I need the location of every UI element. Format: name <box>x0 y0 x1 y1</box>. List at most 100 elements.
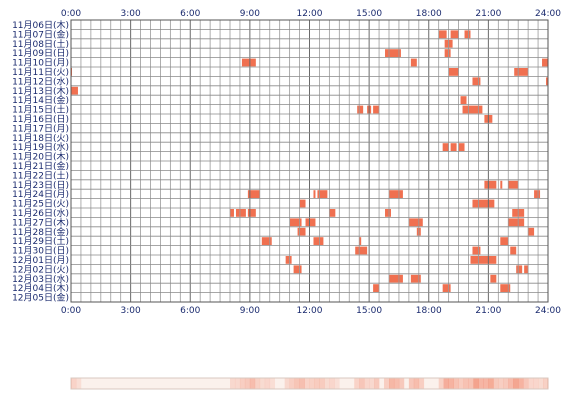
row-label: 11月17日(月) <box>12 123 69 134</box>
activity-bar <box>514 68 529 76</box>
density-cell <box>538 378 544 389</box>
density-cell <box>488 378 494 389</box>
density-cell <box>448 378 454 389</box>
x-tick-label-top: 21:00 <box>475 9 501 19</box>
activity-bar <box>462 105 483 114</box>
density-strip <box>70 377 549 390</box>
activity-bar <box>442 284 451 292</box>
x-tick-label-top: 0:00 <box>61 9 81 19</box>
activity-bar <box>289 218 302 227</box>
density-cell <box>413 378 420 389</box>
density-cell <box>329 378 335 389</box>
activity-bar <box>534 190 541 198</box>
row-label: 11月12日(水) <box>12 75 69 87</box>
row-label: 11月27日(木) <box>12 216 69 228</box>
activity-bar <box>438 30 447 39</box>
x-tick-label-top: 12:00 <box>297 9 323 19</box>
activity-bar <box>458 143 465 151</box>
x-tick-label-bottom: 9:00 <box>240 306 260 316</box>
density-cell <box>543 378 549 389</box>
row-label: 11月21日(金) <box>12 160 69 172</box>
row-label: 11月28日(金) <box>12 226 69 238</box>
activity-bar <box>293 265 302 274</box>
density-cell <box>458 378 464 389</box>
density-cell <box>234 378 241 389</box>
density-cell <box>453 378 459 389</box>
activity-bar <box>313 190 316 198</box>
density-cell <box>369 378 375 389</box>
density-strip-frame <box>70 377 549 390</box>
x-tick-label-bottom: 15:00 <box>356 306 382 316</box>
density-cell <box>493 378 499 389</box>
row-label: 11月08日(土) <box>12 38 69 50</box>
activity-bar <box>317 190 328 198</box>
activity-bar <box>460 96 467 104</box>
activity-bar <box>247 209 256 217</box>
activity-bar <box>285 256 292 264</box>
activity-bar <box>448 68 459 76</box>
activity-bar <box>450 30 459 39</box>
activity-bar <box>305 218 316 227</box>
x-tick-label-bottom: 24:00 <box>535 306 561 316</box>
activity-bar <box>299 199 306 208</box>
activity-bar <box>472 77 481 86</box>
activity-bar <box>490 274 497 283</box>
density-cell <box>304 378 310 389</box>
activity-bar <box>389 190 403 198</box>
row-label: 11月19日(水) <box>12 141 69 153</box>
density-cell <box>244 378 251 389</box>
density-cell <box>384 378 390 389</box>
row-label: 11月07日(金) <box>12 28 69 40</box>
activity-bar <box>450 143 457 151</box>
row-label: 11月14日(金) <box>12 94 69 106</box>
activity-bar <box>508 218 525 227</box>
density-cell <box>284 378 290 389</box>
x-tick-label-bottom: 18:00 <box>416 306 442 316</box>
activity-bar <box>385 49 401 57</box>
density-cell <box>463 378 469 389</box>
density-cell <box>75 378 82 389</box>
density-cell <box>418 378 425 389</box>
density-cell <box>309 378 315 389</box>
activity-bar <box>297 227 306 236</box>
activity-bar <box>472 246 481 255</box>
activity-bar <box>241 58 256 67</box>
density-cell <box>354 378 360 389</box>
row-label: 11月20日(木) <box>12 151 69 163</box>
density-cell <box>314 378 320 389</box>
row-label: 11月26日(水) <box>12 207 69 219</box>
activity-bar <box>408 218 423 227</box>
activity-bar <box>247 190 260 198</box>
activity-bar <box>373 284 380 292</box>
density-cell <box>503 378 509 389</box>
activity-bar <box>500 180 503 189</box>
activity-bar <box>472 199 495 208</box>
density-cell <box>523 378 529 389</box>
row-label: 12月05日(金) <box>12 292 69 304</box>
row-label: 11月09日(日) <box>12 48 69 59</box>
x-tick-label-top: 15:00 <box>356 9 382 19</box>
activity-bar <box>484 180 497 189</box>
activity-bar <box>500 284 511 292</box>
density-cell <box>264 378 271 389</box>
row-label: 11月23日(日) <box>12 180 69 191</box>
activity-bar <box>357 105 364 114</box>
density-cell <box>364 378 370 389</box>
density-cell <box>473 378 479 389</box>
row-label: 12月01日(月) <box>12 255 69 266</box>
density-cell <box>393 378 400 389</box>
axis-ticks: 0:00 0:00 3:00 3:00 6:00 6:00 9:00 9:00 12:00 12:… <box>61 9 561 316</box>
x-tick-label-bottom: 12:00 <box>297 306 323 316</box>
row-label: 11月16日(日) <box>12 114 69 125</box>
density-cell <box>468 378 474 389</box>
row-labels: 11月06日(木)11月07日(金)11月08日(土)11月09日(日)11月1… <box>12 19 69 304</box>
density-cell <box>533 378 539 389</box>
activity-bar <box>313 237 324 245</box>
activity-bar <box>542 58 548 67</box>
x-tick-label-bottom: 21:00 <box>475 306 501 316</box>
density-cell <box>294 378 300 389</box>
row-label: 12月02日(火) <box>12 264 69 275</box>
activity-bars <box>71 30 548 292</box>
density-cell <box>299 378 305 389</box>
density-cell <box>478 378 484 389</box>
